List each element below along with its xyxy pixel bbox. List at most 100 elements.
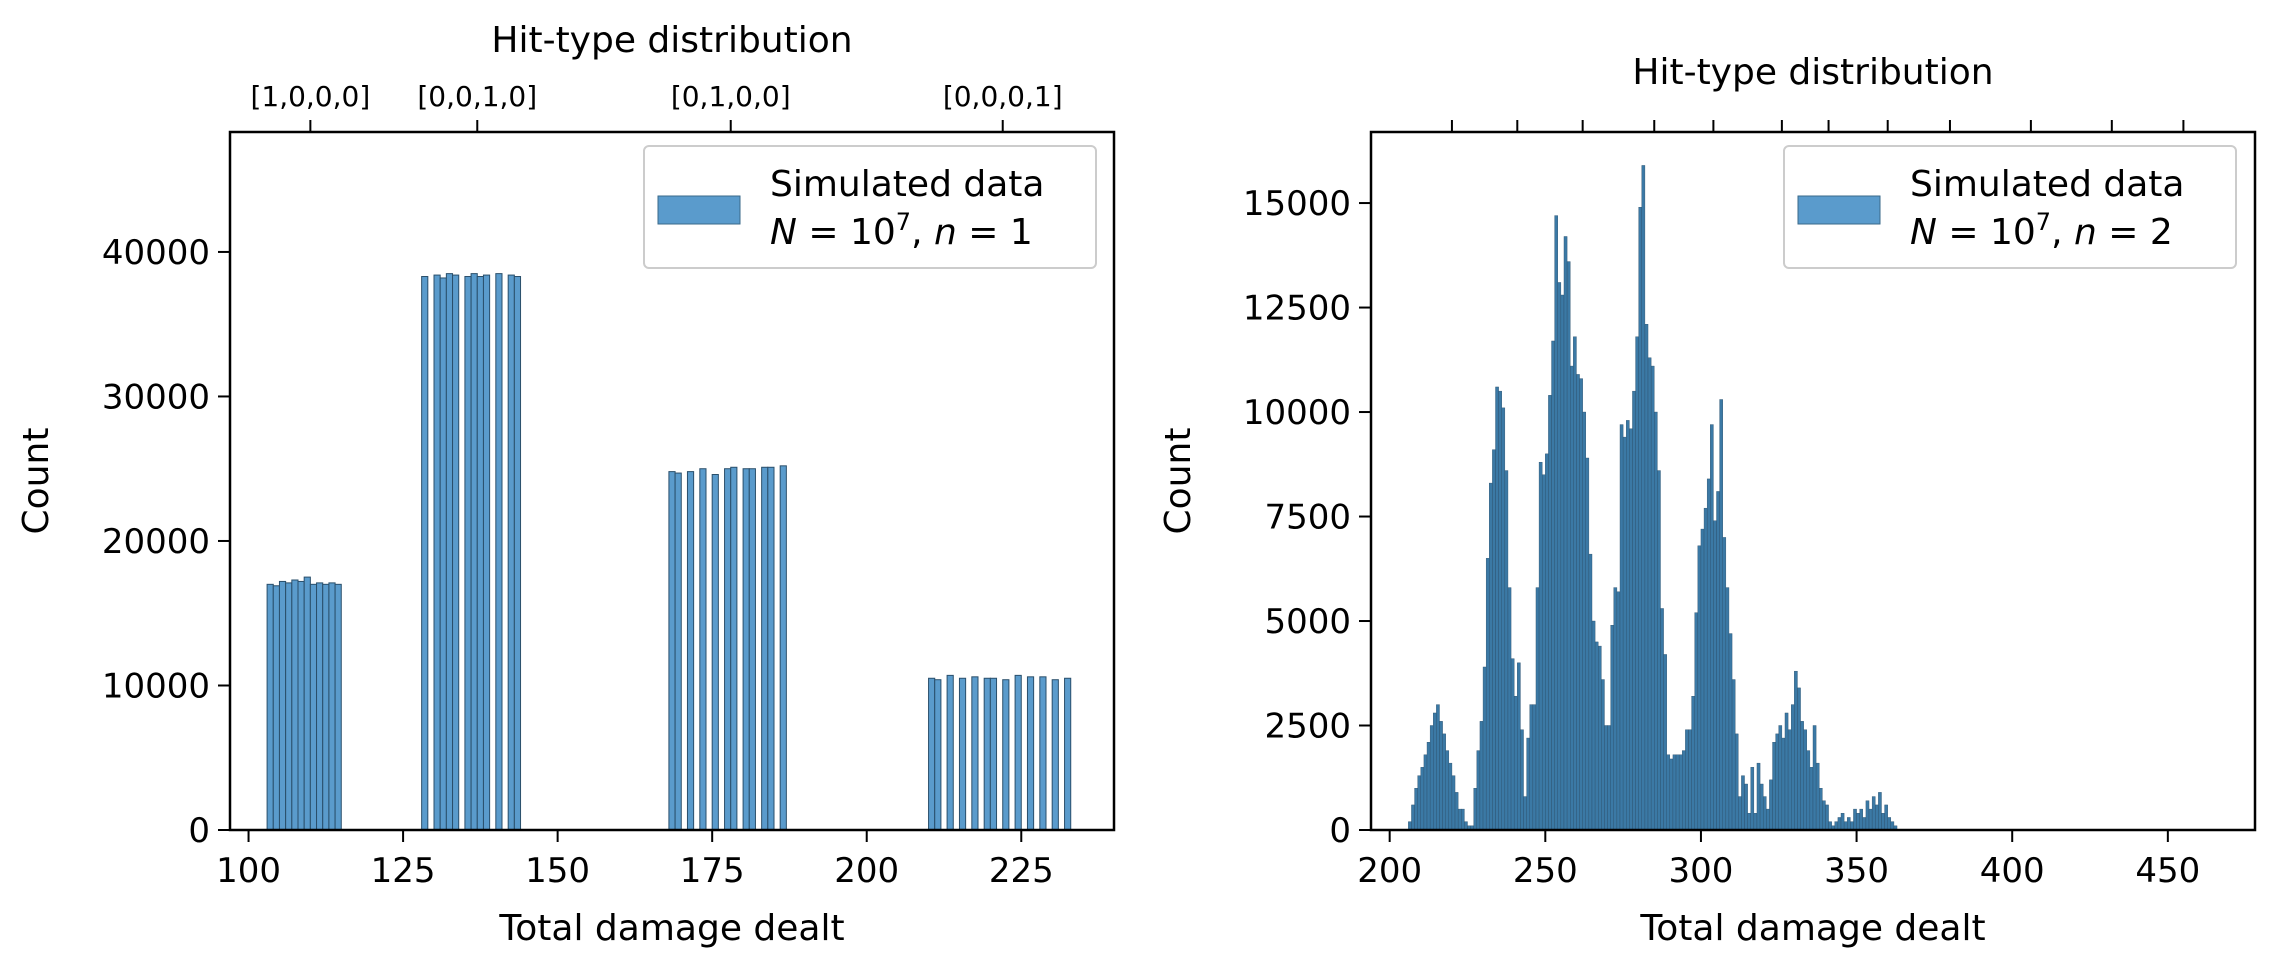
x-tick-label: 200: [1357, 851, 1422, 891]
bar: [668, 471, 676, 831]
bar: [1716, 491, 1720, 831]
x-tick-label: 175: [680, 851, 745, 891]
bar: [1610, 625, 1614, 831]
top-ticks-right: [1450, 120, 2185, 132]
bar: [1825, 804, 1829, 831]
bar: [297, 580, 305, 831]
bar: [1014, 674, 1022, 831]
bar: [1722, 537, 1727, 831]
bar: [1819, 788, 1823, 831]
bar: [699, 468, 707, 831]
bar: [1002, 679, 1010, 831]
chart-right: 200 250 300 350 400 450 0 2500 5000 7500 10000 125…: [1158, 52, 2257, 949]
bar: [1417, 775, 1421, 831]
bar: [1741, 775, 1745, 831]
bar: [1840, 813, 1845, 831]
bar: [1501, 407, 1506, 831]
bar: [1607, 725, 1611, 831]
bar: [1791, 704, 1795, 831]
bar: [1529, 704, 1534, 831]
bar: [1871, 796, 1876, 831]
bar: [928, 677, 936, 831]
bar: [674, 472, 682, 831]
bar: [1781, 737, 1786, 831]
bar: [1433, 712, 1437, 831]
x-tick-label: 250: [1513, 851, 1578, 891]
bar: [1862, 817, 1867, 831]
bar: [1461, 808, 1465, 831]
bar: [1650, 365, 1655, 831]
top-tick-label: [1,0,0,0]: [250, 80, 370, 113]
bar: [1691, 696, 1695, 831]
bar: [1703, 507, 1708, 831]
bar: [1797, 687, 1801, 831]
bar: [1688, 729, 1692, 831]
bar: [1576, 374, 1580, 831]
bar: [1551, 340, 1555, 831]
bar: [1560, 294, 1565, 831]
bar: [1744, 783, 1748, 831]
bar: [1766, 808, 1770, 831]
bar: [1601, 679, 1605, 831]
bar: [452, 274, 460, 831]
bar: [1734, 733, 1739, 831]
bar: [1865, 800, 1870, 831]
bar: [1548, 395, 1552, 831]
bar: [1800, 721, 1804, 831]
bar: [1837, 817, 1842, 831]
bar: [1632, 390, 1636, 831]
y-tick-label: 0: [188, 811, 210, 851]
bar: [291, 579, 299, 831]
bar: [1517, 662, 1521, 831]
bar: [1420, 767, 1425, 831]
bar: [1890, 821, 1895, 831]
bar: [958, 677, 967, 831]
bar: [1442, 733, 1446, 831]
top-ticks-left: [1,0,0,0] [0,0,1,0] [0,1,0,0] [0,0,0,1]: [250, 80, 1063, 132]
bar: [1436, 704, 1440, 831]
bar: [507, 274, 515, 831]
y-tick-label: 15000: [1243, 184, 1351, 224]
legend-line2-left: N = 107, n = 1: [770, 208, 1033, 253]
bar: [1806, 750, 1811, 831]
bar: [1834, 821, 1839, 831]
bar: [1473, 788, 1478, 831]
bar: [1635, 336, 1639, 831]
legend-swatch-left: [657, 195, 741, 225]
bar: [1482, 666, 1487, 831]
bar: [1489, 482, 1493, 831]
bar: [1535, 587, 1540, 831]
bar: [433, 274, 441, 831]
bar: [1039, 676, 1047, 831]
legend-swatch-right: [1797, 195, 1881, 225]
y-ticks-left: 0 10000 20000 30000 40000: [102, 233, 230, 851]
bar: [266, 583, 274, 831]
bar: [1457, 808, 1462, 831]
bar: [1731, 679, 1736, 831]
bar: [1669, 758, 1674, 831]
bar: [1853, 808, 1857, 831]
y-tick-label: 40000: [102, 233, 210, 273]
bar: [1884, 804, 1888, 831]
bar: [1064, 677, 1072, 831]
bar: [1566, 261, 1571, 831]
x-tick-label: 125: [371, 851, 436, 891]
bar: [1728, 633, 1733, 831]
bar: [1762, 796, 1767, 831]
bar: [1663, 654, 1667, 831]
bar: [1495, 386, 1499, 831]
bar: [1507, 587, 1512, 831]
bar: [1647, 357, 1652, 831]
bar: [1641, 165, 1646, 831]
bar: [445, 273, 454, 831]
bar: [1856, 813, 1860, 831]
bar: [724, 468, 732, 831]
axes-frame-right: [1369, 130, 2257, 832]
bar: [934, 679, 942, 831]
bar: [1538, 461, 1543, 831]
bar: [1504, 470, 1509, 831]
x-tick-label: 400: [1980, 851, 2045, 891]
bar: [1878, 792, 1882, 831]
bar: [1448, 762, 1453, 831]
bar: [482, 274, 491, 831]
